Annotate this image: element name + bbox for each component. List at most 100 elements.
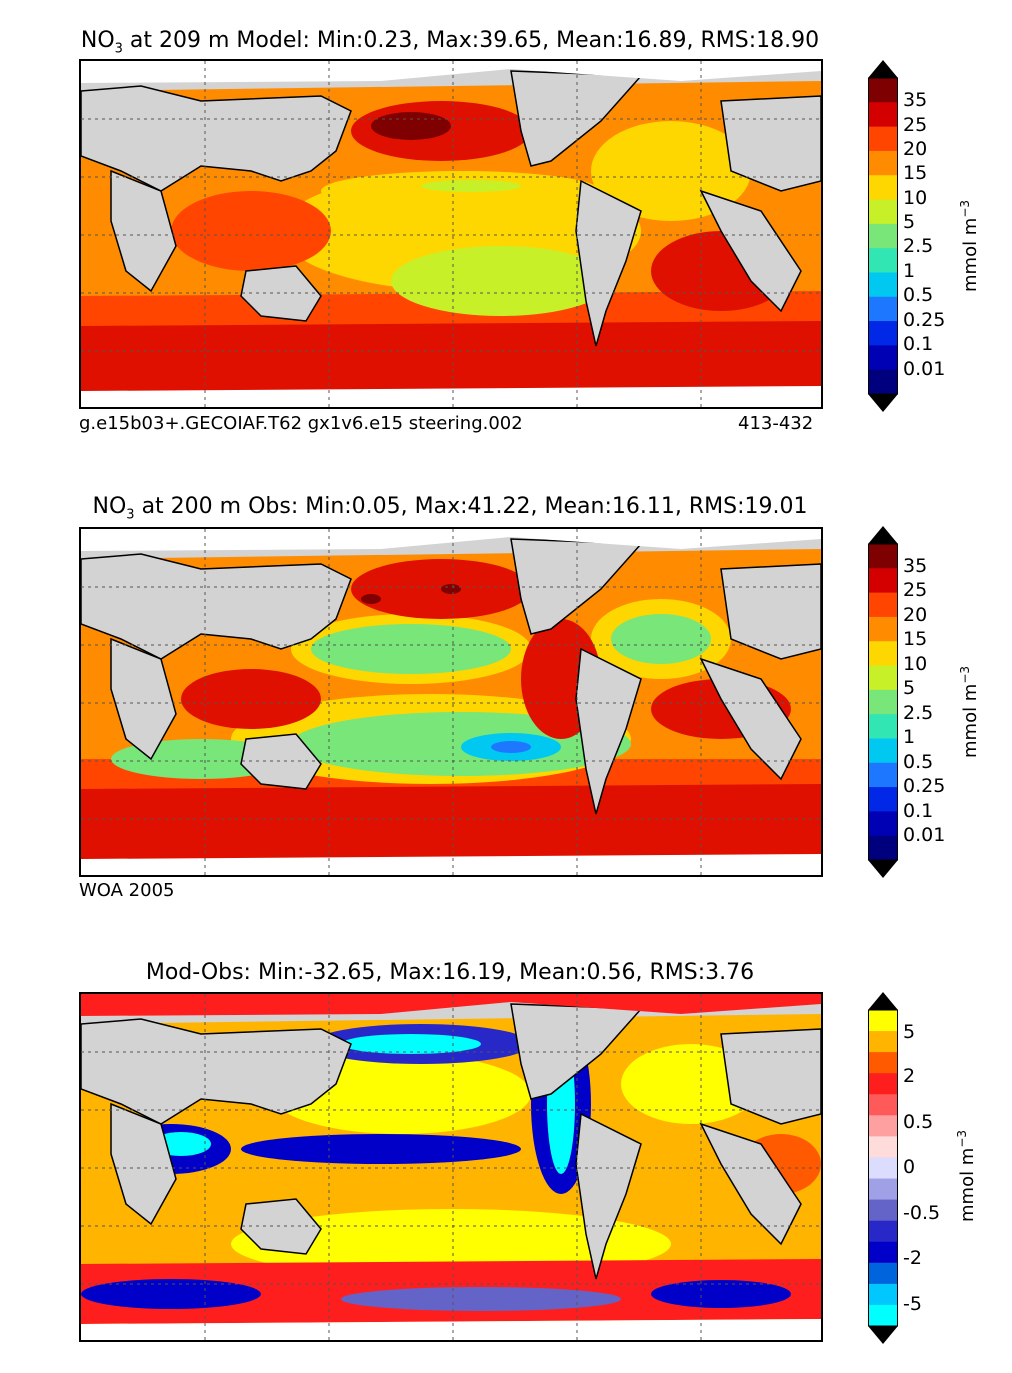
colorbar-segment	[868, 1031, 898, 1053]
colorbar-tick: 1	[903, 726, 916, 748]
colorbar-tick: 15	[903, 162, 928, 184]
colorbar-tick: 20	[903, 138, 928, 160]
colorbar-segment	[868, 1010, 898, 1032]
colorbar-tick: 5	[903, 677, 916, 699]
colorbar	[868, 992, 898, 1344]
colorbar-segment	[868, 835, 898, 861]
colorbar-segment	[868, 568, 898, 594]
colorbar-segment	[868, 150, 898, 176]
colorbar-segment	[868, 102, 898, 128]
colorbar-tick: 10	[903, 653, 928, 675]
colorbar-segment	[868, 1220, 898, 1243]
colorbar-tick: 5	[903, 211, 916, 233]
panel-title: NO3 at 209 m Model: Min:0.23, Max:39.65,…	[80, 28, 820, 57]
colorbar-segment	[868, 1094, 898, 1116]
colorbar-frame	[868, 543, 898, 861]
colorbar-tick: 2.5	[903, 235, 934, 257]
colorbar	[868, 60, 898, 412]
colorbar-tick: 0.1	[903, 333, 934, 355]
colorbar-tick: 35	[903, 89, 928, 111]
colorbar-segment	[868, 616, 898, 642]
footer-left: g.e15b03+.GECOIAF.T62 gx1v6.e15 steering…	[79, 413, 523, 434]
colorbar-unit: mmol m−3	[958, 665, 981, 758]
colorbar-frame	[868, 77, 898, 395]
colorbar-unit: mmol m−3	[958, 199, 981, 292]
colorbar-tick: 25	[903, 114, 928, 136]
colorbar-segment	[868, 738, 898, 764]
colorbar-graphic	[868, 60, 898, 412]
colorbar-extend-bottom	[868, 394, 898, 412]
colorbar-tick: 10	[903, 187, 928, 209]
colorbar-tick: 1	[903, 260, 916, 282]
colorbar-segment	[868, 248, 898, 273]
colorbar-tick: 35	[903, 555, 928, 577]
colorbar-segment	[868, 1283, 898, 1306]
colorbar-extend-bottom	[868, 860, 898, 878]
colorbar-segment	[868, 345, 898, 371]
colorbar-segment	[868, 714, 898, 739]
colorbar-tick: 2.5	[903, 702, 934, 724]
colorbar-frame	[868, 1009, 898, 1327]
colorbar-extend-top	[868, 526, 898, 544]
colorbar-graphic	[868, 992, 898, 1344]
colorbar-segment	[868, 296, 898, 322]
colorbar-segment	[868, 665, 898, 691]
colorbar-graphic	[868, 526, 898, 878]
map-graphic	[81, 994, 821, 1340]
colorbar-tick: 0	[903, 1156, 916, 1178]
map-graphic	[81, 61, 821, 407]
colorbar-segment	[868, 272, 898, 298]
colorbar-segment	[868, 78, 898, 103]
colorbar-tick: 0.1	[903, 800, 934, 822]
colorbar-extend-bottom	[868, 1326, 898, 1344]
colorbar-segment	[868, 592, 898, 618]
colorbar-segment	[868, 369, 898, 395]
colorbar-unit: mmol m−3	[955, 1129, 978, 1222]
colorbar-tick: 5	[903, 1021, 916, 1043]
colorbar-segment	[868, 1241, 898, 1264]
footer-left: WOA 2005	[79, 880, 175, 901]
colorbar-tick: -0.5	[903, 1202, 941, 1224]
colorbar-tick: 25	[903, 579, 928, 601]
map-diff	[79, 992, 823, 1342]
colorbar-tick: 0.5	[903, 284, 934, 306]
colorbar-tick: -5	[903, 1293, 922, 1315]
map-model	[79, 59, 823, 409]
colorbar-segment	[868, 1262, 898, 1285]
colorbar-extend-top	[868, 60, 898, 78]
colorbar-segment	[868, 544, 898, 569]
colorbar-tick: 2	[903, 1065, 916, 1087]
colorbar	[868, 526, 898, 878]
colorbar-segment	[868, 199, 898, 225]
colorbar-segment	[868, 175, 898, 201]
colorbar-tick: 15	[903, 628, 928, 650]
map-graphic	[81, 529, 821, 875]
colorbar-segment	[868, 1304, 898, 1327]
colorbar-segment	[868, 223, 898, 249]
colorbar-tick: 0.25	[903, 775, 946, 797]
footer-right: 413-432	[738, 413, 814, 434]
colorbar-segment	[868, 1073, 898, 1095]
colorbar-tick: 0.5	[903, 751, 934, 773]
colorbar-segment	[868, 321, 898, 346]
colorbar-segment	[868, 1157, 898, 1180]
panel-title: NO3 at 200 m Obs: Min:0.05, Max:41.22, M…	[92, 494, 808, 523]
colorbar-tick: 0.01	[903, 358, 946, 380]
panel-title: Mod-Obs: Min:-32.65, Max:16.19, Mean:0.5…	[145, 960, 755, 985]
colorbar-segment	[868, 1136, 898, 1158]
colorbar-tick: -2	[903, 1247, 922, 1269]
colorbar-segment	[868, 811, 898, 837]
colorbar-tick: 20	[903, 604, 928, 626]
colorbar-extend-top	[868, 992, 898, 1010]
colorbar-segment	[868, 641, 898, 667]
colorbar-segment	[868, 1052, 898, 1074]
colorbar-tick: 0.25	[903, 309, 946, 331]
colorbar-segment	[868, 787, 898, 812]
colorbar-segment	[868, 126, 898, 152]
colorbar-segment	[868, 762, 898, 788]
colorbar-tick: 0.01	[903, 824, 946, 846]
colorbar-segment	[868, 1115, 898, 1137]
colorbar-tick: 0.5	[903, 1111, 934, 1133]
colorbar-segment	[868, 689, 898, 715]
colorbar-segment	[868, 1178, 898, 1201]
